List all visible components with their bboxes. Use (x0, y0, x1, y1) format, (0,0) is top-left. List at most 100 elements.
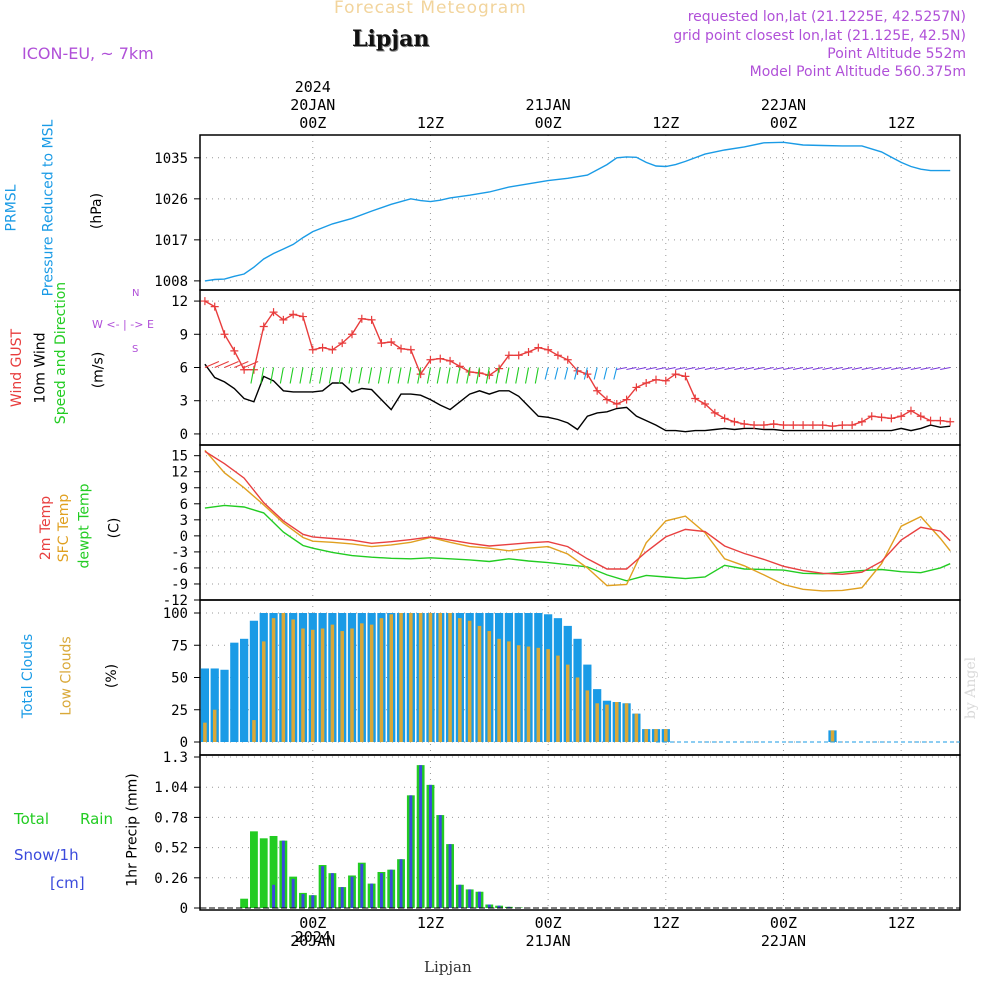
gust-marker (848, 421, 857, 430)
pressure-ytick-label: 1035 (154, 151, 188, 167)
requested-coords: requested lon,lat (21.1225E, 42.5257N) (687, 9, 966, 25)
precip-ytick-label: 1.04 (154, 780, 188, 796)
gust-marker (348, 330, 356, 339)
snow-bar (487, 904, 491, 908)
gust-marker (544, 345, 553, 354)
low-cloud-bar (605, 704, 609, 742)
total-cloud-bar (210, 668, 219, 742)
wind-direction-arrow (368, 367, 373, 384)
low-cloud-bar (418, 613, 423, 742)
snow-bar (458, 884, 462, 908)
low-cloud-bar (212, 709, 217, 742)
gust-marker (308, 345, 317, 354)
wind-direction-arrow (603, 367, 608, 380)
gust-marker (867, 412, 876, 421)
gust-marker (200, 297, 209, 306)
snow-bar (468, 889, 472, 908)
wind-direction-arrow (881, 366, 892, 371)
temp-ytick-label: 0 (180, 529, 188, 545)
point-altitude: Point Altitude 552m (827, 46, 966, 62)
gust-marker (436, 354, 445, 363)
precip-ytick-label: 0.52 (154, 841, 188, 857)
snow-bar (272, 884, 276, 908)
wind-direction-arrow (495, 367, 500, 384)
footer-location: Lipjan (424, 958, 472, 976)
gust-marker (720, 414, 729, 423)
wind-direction-arrow (475, 367, 481, 384)
pressure-line (204, 141, 951, 282)
gust-marker (298, 312, 307, 321)
gust-marker (799, 421, 808, 430)
temp-ytick-label: -12 (163, 593, 188, 609)
clouds-ytick-label: 0 (180, 735, 188, 751)
wind-direction-arrow (554, 367, 559, 380)
low-cloud-bar (428, 613, 433, 742)
top-time-label: 12Z (888, 114, 915, 132)
compass-n-label: N (132, 288, 140, 299)
top-year-label: 2024 (295, 78, 331, 96)
low-cloud-bar (830, 730, 835, 742)
snow-bar (330, 873, 334, 908)
grid-point-coords: grid point closest lon,lat (21.125E, 42.… (673, 28, 966, 44)
wind-direction-arrow (832, 366, 843, 371)
snow-bar (350, 876, 354, 908)
gust-marker (789, 421, 798, 430)
low-cloud-bar (252, 720, 256, 742)
low-cloud-bar (301, 628, 305, 742)
bottom-year-label: 2024 (295, 928, 331, 946)
wind-direction-arrow (734, 366, 745, 371)
clouds-ytick-label: 100 (163, 606, 188, 622)
wind-direction-arrow (685, 366, 696, 371)
gust-marker (377, 339, 386, 348)
bottom-time-label: 12Z (888, 914, 915, 932)
wind-direction-arrow (940, 366, 951, 371)
wind-direction-arrow (871, 366, 882, 371)
low-cloud-bar (330, 624, 335, 742)
pressure-ytick-label: 1017 (154, 233, 188, 249)
gust-marker (553, 351, 562, 360)
wind-direction-arrow (900, 366, 912, 371)
snow-bar (507, 906, 511, 908)
gust-marker (514, 351, 523, 360)
temp-ytick-label: 3 (180, 513, 188, 529)
gust-marker (387, 338, 396, 347)
low-cloud-bar (458, 618, 462, 742)
bottom-date-label: 22JAN (761, 932, 806, 950)
temp-ytick-label: 12 (171, 465, 188, 481)
wind-direction-arrow (260, 367, 265, 384)
snow-label: Snow/1h (14, 846, 79, 864)
precip-ytick-label: 0.78 (154, 810, 188, 826)
temp-ytick-label: 15 (171, 449, 188, 465)
bottom-time-label: 12Z (652, 914, 679, 932)
gust-marker (838, 421, 847, 430)
gust-marker (936, 416, 945, 425)
snow-bar (478, 891, 481, 908)
dewpoint-line (204, 504, 951, 582)
snow-bar (370, 883, 374, 908)
temp-ytick-label: 6 (180, 497, 188, 513)
wind-direction-arrow (930, 366, 941, 371)
wind-direction-arrow (243, 360, 259, 369)
low-cloud-bar (634, 713, 639, 742)
gust-marker (857, 417, 866, 426)
wind-direction-arrow (377, 367, 382, 384)
gust-marker (897, 412, 906, 421)
wind-direction-arrow (842, 366, 853, 371)
wind-direction-arrow (704, 366, 715, 371)
snow-bar (291, 878, 295, 908)
wind-direction-arrow (524, 367, 530, 384)
2m-temp-line (204, 450, 951, 576)
gust-marker (426, 355, 435, 364)
low-cloud-bar (654, 729, 658, 742)
gust-marker (759, 421, 768, 430)
wind-ytick-label: 3 (180, 394, 188, 410)
bottom-date-label: 20JAN (290, 932, 335, 950)
snow-bar (448, 844, 452, 908)
top-time-label: 00Z (299, 114, 326, 132)
wind-direction-arrow (544, 367, 549, 380)
low-cloud-bar (664, 729, 668, 742)
gust-marker (357, 314, 366, 323)
bottom-time-label: 00Z (299, 914, 326, 932)
wind-direction-arrow (446, 367, 451, 384)
